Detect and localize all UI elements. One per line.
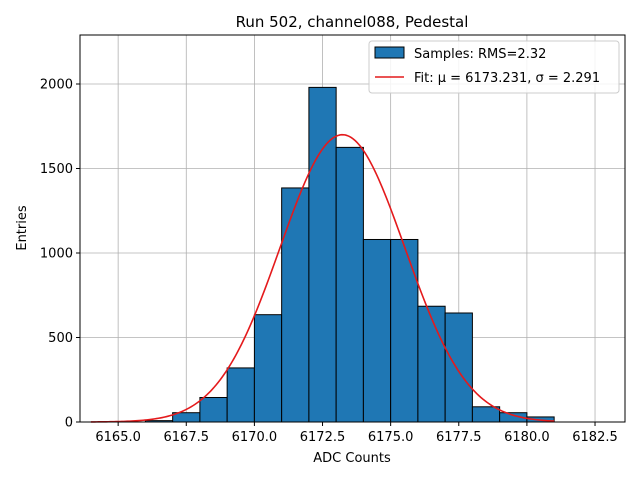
y-tick-label: 2000	[40, 78, 73, 93]
histogram-bar	[362, 238, 392, 423]
histogram-bar	[199, 396, 228, 423]
histogram-bars	[144, 86, 555, 423]
histogram-bar	[471, 406, 501, 423]
histogram-bar	[390, 238, 419, 423]
x-tick-label: 6170.0	[232, 430, 278, 445]
histogram-bar	[444, 312, 473, 423]
histogram-bar	[417, 305, 446, 423]
y-tick-label: 1000	[40, 247, 73, 262]
chart-title: Run 502, channel088, Pedestal	[236, 13, 469, 31]
y-tick-label: 0	[65, 416, 73, 431]
legend-label-fit: Fit: μ = 6173.231, σ = 2.291	[414, 71, 600, 86]
x-tick-label: 6177.5	[436, 430, 482, 445]
histogram-bar	[226, 367, 255, 423]
x-axis-label: ADC Counts	[313, 451, 391, 466]
y-axis-label: Entries	[15, 205, 30, 251]
x-tick-label: 6182.5	[572, 430, 618, 445]
histogram-bar	[335, 146, 364, 423]
histogram-bar	[281, 187, 310, 423]
y-axis-ticks: 0 500 1000 1500 2000	[40, 78, 80, 431]
y-tick-label: 500	[48, 331, 73, 346]
plot-frame	[79, 34, 626, 423]
legend: Samples: RMS=2.32 Fit: μ = 6173.231, σ =…	[368, 40, 620, 94]
fit-curve-layer	[90, 133, 555, 423]
histogram-bar	[253, 314, 283, 423]
histogram-bar	[308, 86, 337, 423]
y-tick-label: 1500	[40, 162, 73, 177]
x-tick-label: 6167.5	[164, 430, 210, 445]
fit-curve	[90, 133, 555, 423]
x-tick-label: 6180.0	[504, 430, 550, 445]
x-axis-ticks: 6165.0 6167.5 6170.0 6172.5 6175.0 6177.5 6180…	[95, 422, 618, 445]
x-tick-label: 6165.0	[95, 430, 141, 445]
legend-box	[368, 40, 620, 94]
x-tick-label: 6172.5	[300, 430, 346, 445]
x-tick-label: 6175.0	[368, 430, 414, 445]
legend-label-samples: Samples: RMS=2.32	[414, 47, 546, 62]
legend-swatch-samples	[374, 46, 405, 59]
